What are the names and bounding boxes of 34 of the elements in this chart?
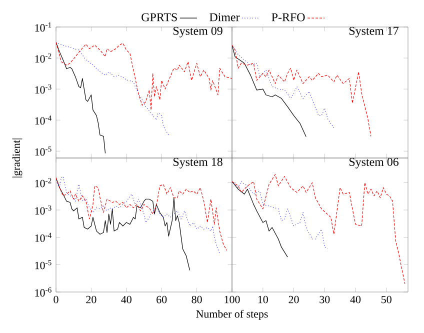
x-tick-label: 40: [350, 296, 361, 304]
x-tick-label: 0: [54, 296, 58, 304]
y-tick-label: 10$^{-4}$: [35, 116, 52, 125]
chart-title: System 06: [350, 158, 399, 168]
x-tick-label: 50: [382, 296, 392, 304]
legend-label: P-RFO: [272, 13, 305, 22]
y-tick-label: 10$^{-4}$: [35, 232, 52, 242]
x-tick-label: 30: [320, 296, 330, 304]
line-series: [56, 42, 232, 110]
x-tick-label: 80: [192, 296, 202, 304]
x-tick-label: 40: [121, 296, 132, 304]
line-series: [56, 178, 190, 271]
y-tick-label: 10$^{-1}$: [35, 22, 52, 32]
x-tick-label: 10: [258, 296, 268, 304]
chart-title: System 17: [350, 26, 399, 38]
y-tick-label: 10$^{-2}$: [35, 53, 52, 63]
x-tick-label: 100: [224, 296, 240, 304]
legend-label: GPRTS: [142, 13, 177, 22]
y-tick-label: 10$^{-6}$: [35, 287, 52, 297]
y-tick-label: 10$^{-5}$: [35, 146, 52, 156]
x-tick-label: 20: [86, 296, 96, 304]
y-tick-label: 10$^{-3}$: [35, 84, 52, 94]
chart-title: System 09: [174, 26, 222, 38]
line-series: [56, 42, 169, 136]
y-tick-label: 10$^{-5}$: [35, 260, 52, 270]
x-tick-label: 60: [156, 296, 167, 304]
line-series: [56, 42, 106, 154]
x-tick-label: 20: [288, 296, 299, 304]
chart-title: System 18: [174, 158, 222, 168]
y-axis-title: |gradient|: [12, 138, 22, 178]
x-axis-title: Number of steps: [196, 310, 268, 320]
y-tick-label: 10$^{-3}$: [35, 205, 52, 215]
legend-label: Dimer: [210, 13, 240, 22]
y-tick-label: 10$^{-2}$: [35, 178, 52, 188]
